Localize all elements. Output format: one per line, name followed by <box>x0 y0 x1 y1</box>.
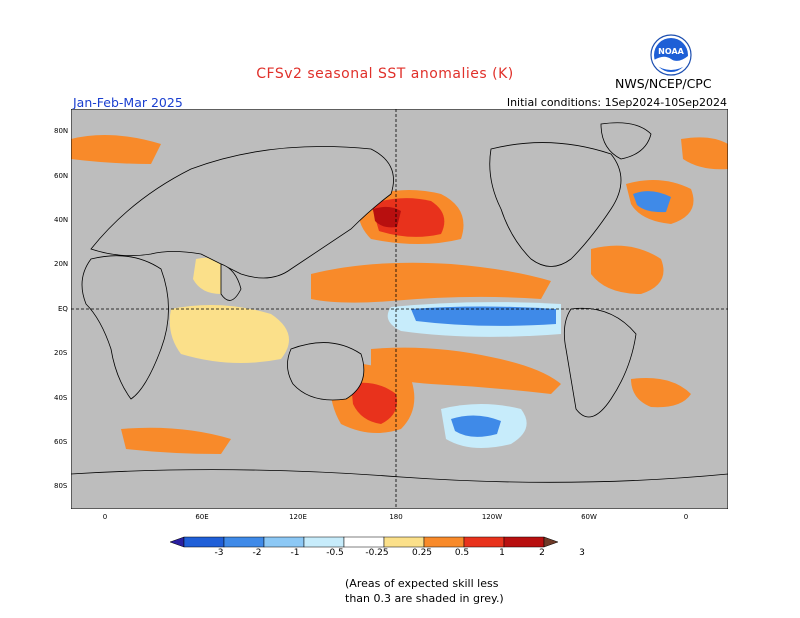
skill-note-line1: (Areas of expected skill less <box>345 577 499 590</box>
continents <box>71 122 728 509</box>
colorbar-tick: 0.5 <box>454 548 470 558</box>
colorbar-segment <box>503 536 545 548</box>
lat-label: 40N <box>54 216 69 224</box>
colorbar-segment <box>223 536 265 548</box>
initial-conditions: Initial conditions: 1Sep2024-10Sep2024 <box>506 96 727 109</box>
colorbar <box>170 536 559 548</box>
anomaly-north-pacific-band <box>311 262 551 303</box>
colorbar-tick: 0.25 <box>411 548 433 558</box>
svg-text:NOAA: NOAA <box>658 47 684 56</box>
lat-label: 80S <box>54 482 68 490</box>
anomaly-equatorial-blue <box>411 306 556 326</box>
map-title: CFSv2 seasonal SST anomalies (K) <box>256 66 514 82</box>
colorbar-tick: -1 <box>290 548 300 558</box>
anomaly-north-atlantic <box>591 245 664 294</box>
colorbar-tick: 3 <box>579 548 585 558</box>
lat-label: EQ <box>58 305 68 313</box>
lat-label: 80N <box>54 127 69 135</box>
lon-label: 60E <box>195 513 209 521</box>
greenland <box>600 122 652 160</box>
lat-label: 20S <box>54 349 68 357</box>
india <box>220 263 242 301</box>
colorbar-segment <box>383 536 425 548</box>
anomaly-arctic <box>71 135 161 164</box>
colorbar-tick: 1 <box>499 548 505 558</box>
anomaly-kuroshio-dark <box>373 206 401 228</box>
eurasia <box>90 146 394 279</box>
colorbar-tick: -3 <box>214 548 224 558</box>
anomaly-gulf-stream-blue <box>633 191 671 213</box>
skill-note: (Areas of expected skill less than 0.3 a… <box>345 576 504 606</box>
lon-label: 120E <box>289 513 307 521</box>
sst-anomaly-map <box>71 109 728 509</box>
lon-label: 120W <box>481 513 503 521</box>
colorbar-segment <box>263 536 305 548</box>
colorbar-segment <box>423 536 465 548</box>
colorbar-segment <box>543 536 559 548</box>
skill-note-line2: than 0.3 are shaded in grey.) <box>345 592 504 605</box>
anomaly-tasman-core <box>351 382 397 424</box>
lat-label: 20N <box>54 260 69 268</box>
lon-label: 0 <box>102 513 108 521</box>
lat-label: 60N <box>54 172 69 180</box>
anomaly-south-atlantic <box>631 378 691 408</box>
season-label: Jan-Feb-Mar 2025 <box>73 95 183 110</box>
anomaly-southern-ocean <box>121 427 231 454</box>
australia <box>287 342 365 401</box>
colorbar-segment <box>343 536 385 548</box>
agency-label: NWS/NCEP/CPC <box>615 76 712 91</box>
anomaly-indian-ocean <box>169 305 289 363</box>
colorbar-segment <box>183 536 225 548</box>
lon-label: 180 <box>389 513 403 521</box>
africa <box>81 255 169 400</box>
anomaly-north-east-atlantic <box>681 137 728 170</box>
colorbar-segment <box>170 536 185 548</box>
lat-label: 60S <box>54 438 68 446</box>
colorbar-tick: -0.5 <box>326 548 344 558</box>
anomaly-south-pacific-blue <box>451 415 501 437</box>
lon-label: 60W <box>581 513 597 521</box>
colorbar-tick: -0.25 <box>365 548 389 558</box>
colorbar-tick: 2 <box>539 548 545 558</box>
colorbar-tick: -2 <box>252 548 262 558</box>
lat-label: 40S <box>54 394 68 402</box>
lon-label: 0 <box>683 513 689 521</box>
noaa-logo-icon: NOAA <box>650 34 692 76</box>
north-america <box>489 142 622 267</box>
anomaly-south-pacific <box>371 347 561 394</box>
antarctica <box>71 469 728 509</box>
colorbar-segment <box>463 536 505 548</box>
south-america <box>563 307 637 418</box>
colorbar-segment <box>303 536 345 548</box>
